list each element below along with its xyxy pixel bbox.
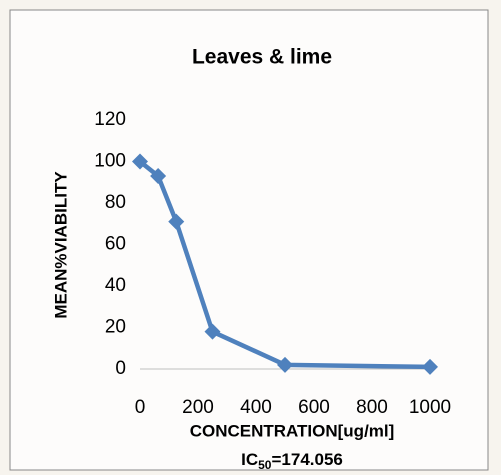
y-tick-label: 80 [105, 192, 126, 213]
y-tick-label: 20 [105, 317, 126, 338]
chart-border [9, 9, 489, 471]
data-point [132, 153, 148, 170]
y-axis-label: MEAN%VIABILITY [51, 171, 70, 319]
annotation-rest: =174.056 [271, 450, 342, 469]
y-tick-label: 0 [115, 358, 126, 379]
x-axis-label: CONCENTRATION[ug/ml] [190, 421, 395, 440]
x-tick-label: 400 [240, 397, 272, 418]
annotation: IC50=174.056 [241, 450, 343, 472]
chart-title: Leaves & lime [192, 46, 332, 69]
data-point [168, 213, 185, 230]
y-tick-label: 60 [105, 234, 126, 255]
data-point [150, 168, 167, 185]
x-tick-label: 600 [298, 397, 330, 418]
x-tick-label: 1000 [409, 397, 451, 418]
data-point [277, 356, 293, 373]
x-tick-label: 800 [356, 397, 388, 418]
x-tick-label: 0 [135, 397, 146, 418]
y-tick-label: 100 [94, 151, 126, 172]
data-point [422, 358, 438, 375]
y-tick-label: 120 [94, 109, 126, 130]
annotation-main: IC [241, 450, 258, 469]
annotation-sub: 50 [258, 458, 272, 472]
data-point [204, 323, 221, 340]
x-tick-label: 200 [182, 397, 214, 418]
y-tick-label: 40 [105, 275, 126, 296]
